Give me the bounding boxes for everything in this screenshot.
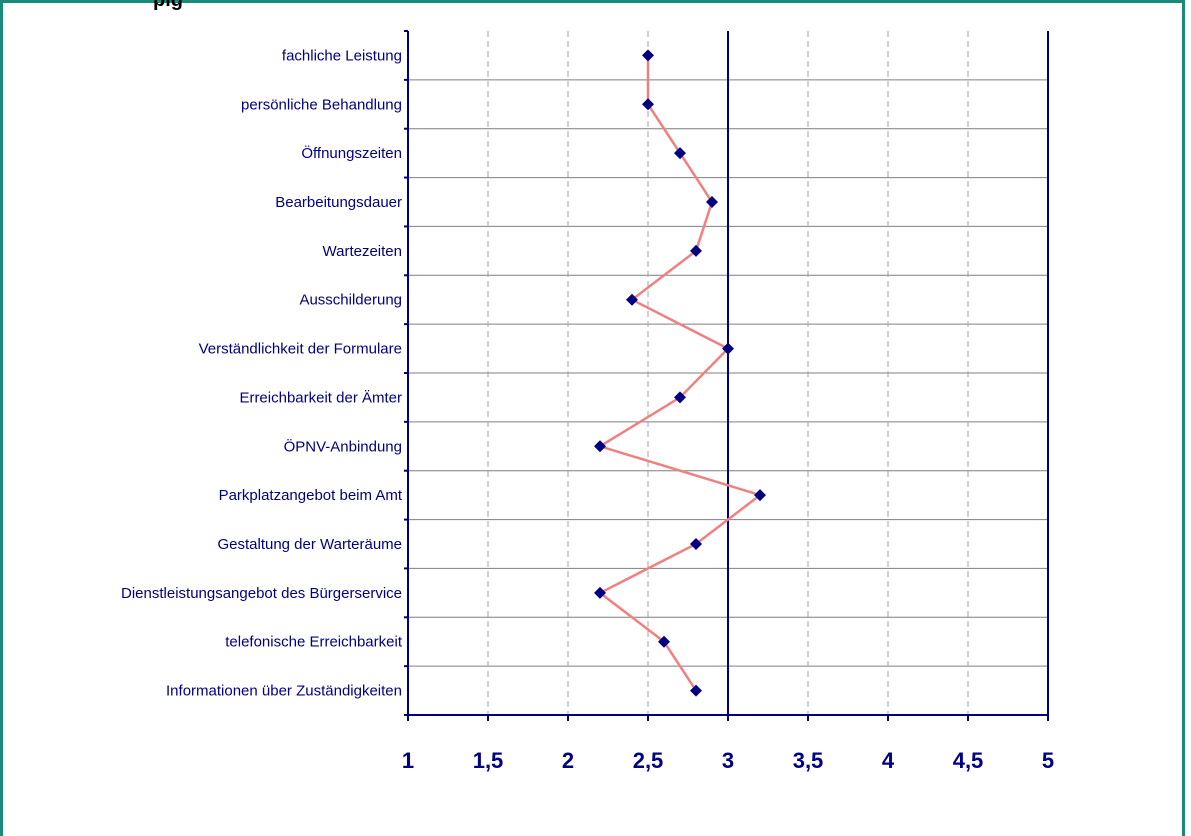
category-label: Ausschilderung (299, 292, 402, 309)
x-tick-label: 2,5 (633, 748, 664, 773)
x-tick-label: 3,5 (793, 748, 824, 773)
data-point-marker (722, 342, 734, 355)
category-label: Verständlichkeit der Formulare (199, 341, 402, 358)
data-point-marker (690, 538, 702, 550)
data-point-marker (706, 196, 718, 208)
category-label: ÖPNV-Anbindung (284, 437, 402, 455)
x-tick-label: 4,5 (953, 748, 984, 773)
data-point-marker (690, 244, 702, 257)
x-tick-label: 4 (882, 748, 895, 773)
category-label: Gestaltung der Warteräume (217, 536, 402, 553)
series-layer (594, 49, 766, 697)
x-tick-label: 5 (1042, 748, 1054, 773)
category-label: Wartezeiten (323, 243, 402, 260)
data-point-marker (754, 489, 766, 502)
data-point-marker (594, 440, 606, 453)
chart-title-fragment: pig (153, 0, 183, 11)
category-label: Informationen über Zuständigkeiten (166, 683, 402, 700)
category-label: persönliche Behandlung (241, 96, 402, 113)
category-label: Bearbeitungsdauer (275, 194, 402, 211)
x-tick-label: 1,5 (473, 748, 504, 773)
axis-layer (404, 30, 1049, 721)
category-label: Parkplatzangebot beim Amt (219, 487, 403, 504)
data-point-marker (642, 49, 654, 62)
category-label: Dienstleistungsangebot des Bürgerservice (121, 585, 402, 602)
data-point-marker (690, 684, 702, 697)
data-point-marker (626, 293, 638, 306)
data-point-marker (674, 391, 686, 404)
category-label: Öffnungszeiten (301, 144, 402, 162)
x-tick-label: 2 (562, 748, 574, 773)
category-label: Erreichbarkeit der Ämter (239, 389, 402, 406)
x-tick-label: 1 (402, 748, 414, 773)
category-label: fachliche Leistung (282, 47, 402, 64)
data-point-marker (674, 147, 686, 160)
data-point-marker (658, 635, 670, 648)
data-point-marker (642, 98, 654, 111)
series-line (596, 55, 763, 692)
x-tick-label: 3 (722, 748, 734, 773)
label-layer: 1 1,5 2 2,5 3 3,5 4 4,5 5 fachliche Leistung persö… (121, 47, 1054, 773)
data-point-marker (594, 586, 606, 599)
category-label: telefonische Erreichbarkeit (225, 634, 403, 651)
